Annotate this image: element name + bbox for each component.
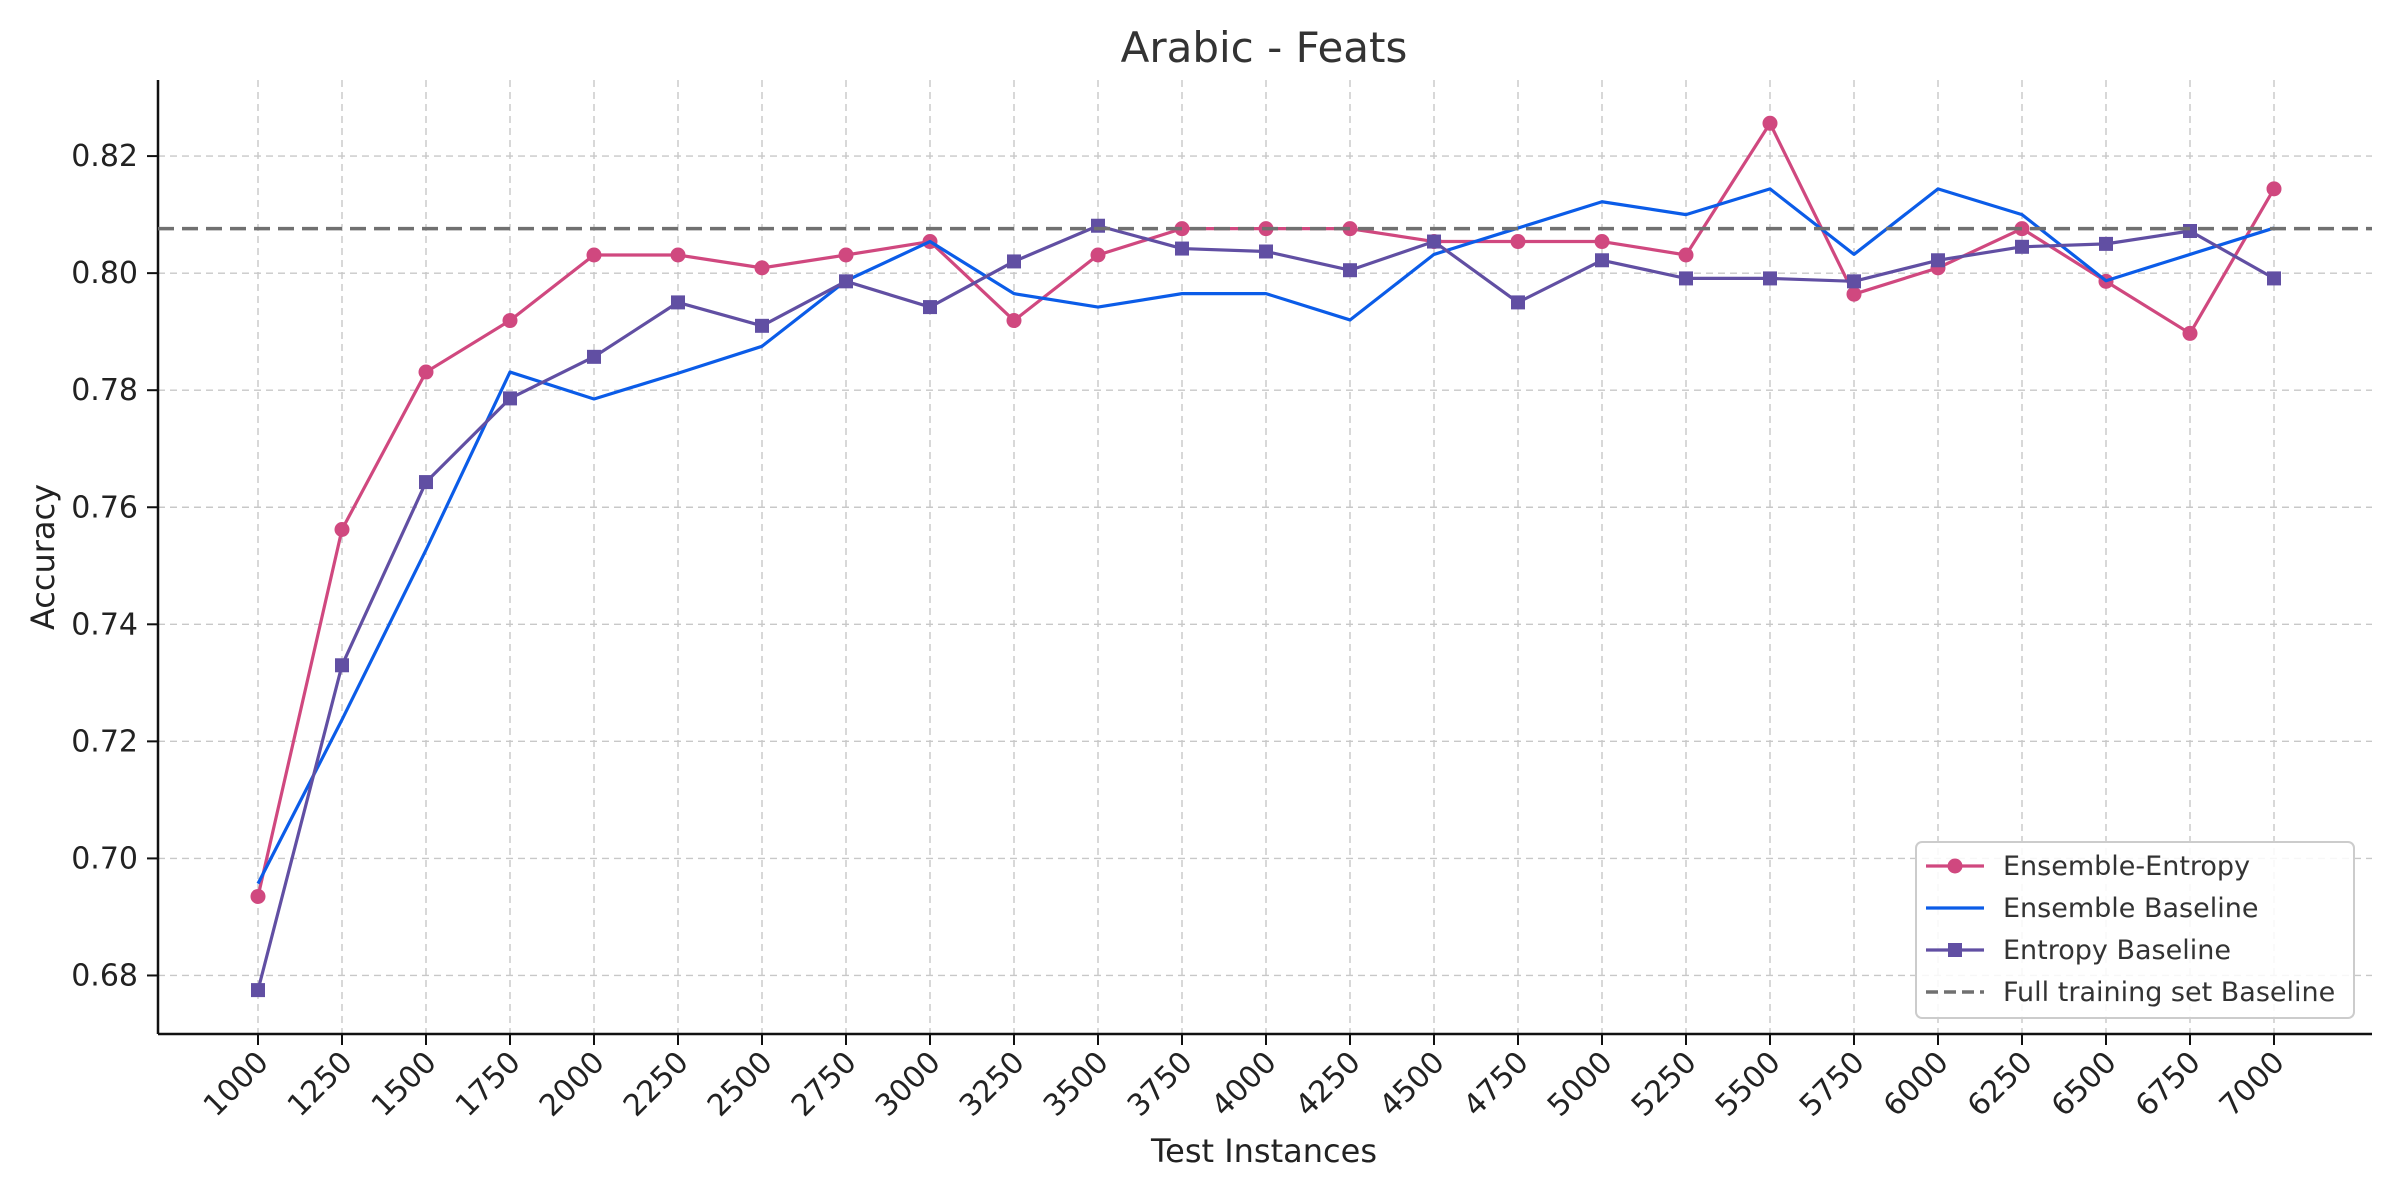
- data-point: [1090, 247, 1106, 263]
- data-point: [418, 364, 434, 380]
- data-point: [1006, 313, 1022, 329]
- data-point: [1427, 234, 1441, 249]
- y-tick-label: 0.80: [71, 256, 138, 291]
- data-point: [670, 247, 686, 263]
- data-point: [502, 313, 518, 329]
- y-tick-label: 0.68: [71, 958, 138, 993]
- legend-frame: [1915, 841, 2355, 1019]
- legend-item-entropy-baseline: Entropy Baseline: [1926, 935, 2231, 966]
- legend-label: Entropy Baseline: [2003, 935, 2231, 966]
- data-point: [1846, 286, 1862, 302]
- data-point: [586, 247, 602, 263]
- data-point: [1511, 295, 1525, 310]
- data-point: [587, 349, 601, 364]
- data-point: [1763, 271, 1777, 286]
- data-point: [2266, 181, 2282, 197]
- data-point: [503, 391, 517, 406]
- y-tick-label: 0.70: [71, 841, 138, 876]
- legend-item-ensemble-baseline: Ensemble Baseline: [1926, 893, 2258, 924]
- y-axis-title: Accuracy: [24, 484, 62, 630]
- y-tick-label: 0.74: [71, 607, 138, 642]
- chart-title: Arabic - Feats: [1121, 23, 1408, 72]
- data-point: [2099, 236, 2113, 251]
- x-axis-title: Test Instances: [1150, 1132, 1377, 1170]
- series-line: [256, 187, 2275, 885]
- data-point: [1510, 234, 1526, 250]
- data-point: [1595, 253, 1609, 268]
- data-point: [1259, 244, 1273, 259]
- data-point: [1679, 271, 1693, 286]
- data-point: [1091, 218, 1105, 233]
- data-point: [2015, 239, 2029, 254]
- y-tick-label: 0.78: [71, 373, 138, 408]
- data-point: [1847, 274, 1861, 289]
- data-point: [839, 274, 853, 289]
- legend-label: Full training set Baseline: [2003, 977, 2335, 1008]
- legend-marker: [1948, 943, 1962, 957]
- data-point: [2267, 271, 2281, 286]
- data-point: [1175, 241, 1189, 256]
- data-point: [251, 983, 265, 998]
- legend-item-full-training-set-baseline: Full training set Baseline: [1926, 977, 2335, 1008]
- data-point: [923, 300, 937, 315]
- data-point: [1343, 263, 1357, 278]
- data-point: [838, 247, 854, 263]
- data-point: [334, 521, 350, 537]
- data-point: [754, 260, 770, 276]
- data-point: [1007, 254, 1021, 269]
- data-point: [335, 658, 349, 673]
- y-tick-label: 0.76: [71, 490, 138, 525]
- legend-item-ensemble-entropy: Ensemble-Entropy: [1926, 851, 2250, 882]
- series-ensemble-baseline: [256, 187, 2275, 885]
- data-point: [1762, 115, 1778, 131]
- legend: Ensemble-Entropy Ensemble Baseline Entropy…: [1915, 841, 2355, 1019]
- data-point: [2182, 325, 2198, 341]
- legend-label: Ensemble Baseline: [2003, 893, 2258, 924]
- data-point: [1594, 234, 1610, 250]
- legend-items: Ensemble-Entropy Ensemble Baseline Entropy…: [1926, 851, 2335, 1008]
- data-point: [250, 888, 266, 904]
- data-point: [1678, 247, 1694, 263]
- data-point: [755, 318, 769, 333]
- y-tick-label: 0.72: [71, 724, 138, 759]
- series: [158, 115, 2372, 998]
- data-point: [1931, 253, 1945, 268]
- data-point: [671, 295, 685, 310]
- legend-marker: [1947, 858, 1963, 874]
- series-entropy-baseline: [251, 218, 2281, 998]
- data-point: [2183, 224, 2197, 239]
- legend-label: Ensemble-Entropy: [2003, 851, 2250, 882]
- y-tick-label: 0.82: [71, 139, 138, 174]
- data-point: [419, 475, 433, 490]
